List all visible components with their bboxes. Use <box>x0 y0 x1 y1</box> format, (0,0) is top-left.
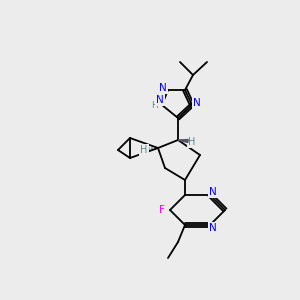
Text: H: H <box>151 101 158 110</box>
Text: N: N <box>193 98 201 108</box>
Text: N: N <box>209 187 217 197</box>
Text: N: N <box>209 223 217 233</box>
Text: H: H <box>188 137 196 147</box>
Text: N: N <box>156 95 164 105</box>
Text: N: N <box>159 83 167 93</box>
Polygon shape <box>178 140 188 142</box>
Text: F: F <box>159 205 165 215</box>
Text: H: H <box>140 145 148 155</box>
